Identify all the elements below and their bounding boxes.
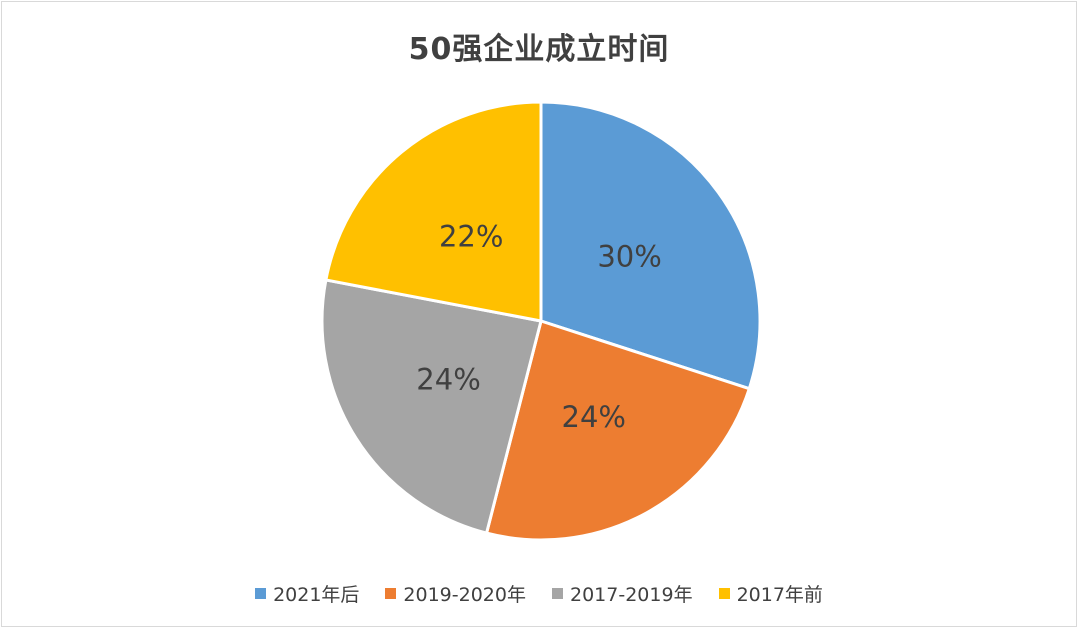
pie-slices — [320, 100, 762, 542]
legend-label: 2017-2019年 — [570, 584, 693, 606]
chart-title: 50强企业成立时间 — [408, 32, 670, 67]
pie-slice-2019-2020 — [485, 319, 751, 542]
legend-item-2017-before: 2017年前 — [718, 580, 823, 607]
legend-swatch — [255, 588, 267, 599]
pie-slice-2017-2019 — [320, 278, 543, 535]
slice-label-2017-before: 22% — [439, 220, 503, 254]
legend: 2021年后 2019-2020年 2017-2019年 2017年前 — [2, 580, 1076, 607]
legend-swatch — [385, 588, 397, 599]
slice-label-2021-after: 30% — [597, 240, 661, 274]
legend-swatch — [718, 588, 730, 599]
pie-slice-2021-after — [539, 100, 762, 391]
legend-item-2021-after: 2021年后 — [255, 580, 359, 607]
slice-label-2019-2020: 24% — [562, 400, 626, 434]
legend-label: 2017年前 — [736, 584, 823, 606]
legend-swatch — [552, 588, 563, 599]
pie-slice-labels: 30% 24% 24% 22% — [416, 220, 662, 434]
slice-label-2017-2019: 24% — [416, 363, 480, 397]
legend-item-2019-2020: 2019-2020年 — [385, 580, 526, 607]
legend-label: 2019-2020年 — [403, 584, 526, 606]
legend-item-2017-2019: 2017-2019年 — [552, 580, 693, 607]
legend-label: 2021年后 — [273, 584, 360, 606]
pie-slice-2017-before — [324, 100, 543, 323]
